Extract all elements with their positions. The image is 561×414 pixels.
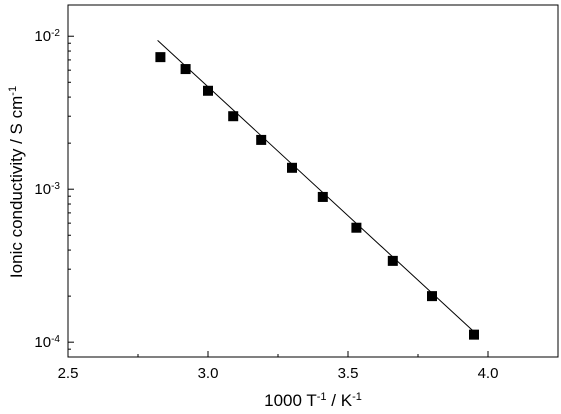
x-tick-label: 2.5 (58, 365, 79, 382)
x-axis-label: 1000 T-1 / K-1 (264, 391, 362, 410)
data-point (228, 111, 239, 122)
y-tick-label: 10-3 (34, 181, 60, 199)
data-point (287, 162, 297, 173)
data-points (155, 52, 479, 340)
data-point (203, 85, 213, 96)
x-axis-ticks: 2.5 3.0 3.5 4.0 (58, 351, 559, 382)
data-point (256, 134, 267, 145)
fit-line-group (157, 39, 475, 333)
y-axis-ticks: 10-4 10-3 10-2 (34, 28, 74, 358)
y-tick-label: 10-4 (34, 334, 60, 352)
data-point (387, 255, 398, 266)
x-label-main: 1000 T (264, 391, 317, 410)
data-point (180, 64, 191, 75)
data-point (469, 329, 479, 340)
x-label-exp: -1 (317, 391, 327, 403)
x-tick-label: 3.0 (198, 365, 219, 382)
plot-frame (67, 4, 559, 358)
y-label-main: Ionic conductivity / S cm (7, 96, 26, 278)
fit-line (157, 39, 475, 333)
x-tick-label: 4.0 (478, 365, 499, 382)
data-point (155, 52, 166, 63)
y-axis-label: Ionic conductivity / S cm-1 (7, 86, 26, 278)
x-tick-label: 3.5 (338, 365, 359, 382)
y-tick-label: 10-2 (34, 28, 60, 46)
data-point (427, 291, 437, 302)
x-label-unit-exp: -1 (352, 391, 362, 403)
data-point (351, 222, 362, 233)
x-label-unit: / K (327, 391, 353, 410)
y-label-exp: -1 (7, 86, 19, 96)
data-point (317, 191, 328, 202)
